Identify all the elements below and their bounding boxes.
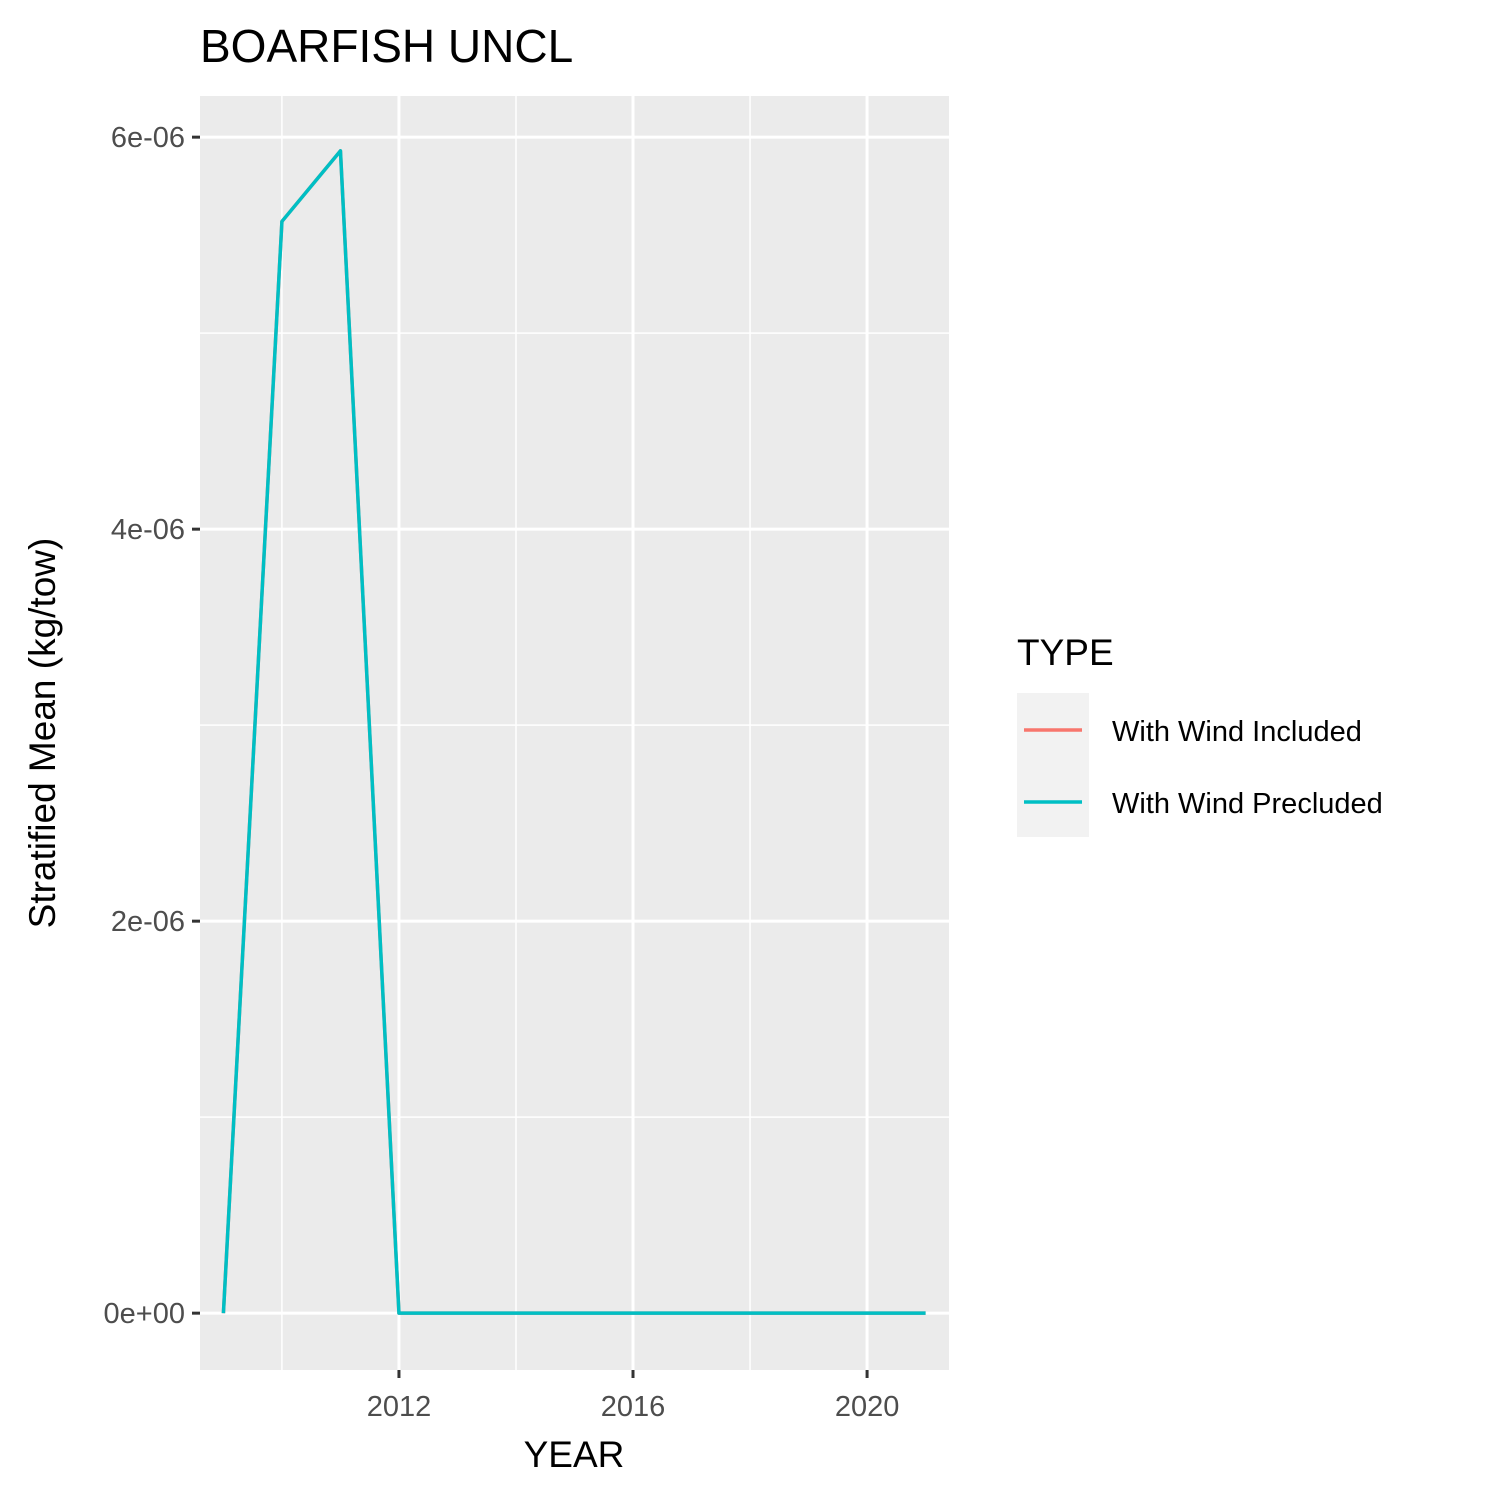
legend-title: TYPE	[1017, 632, 1114, 673]
series-line	[221, 149, 926, 1315]
series-lines	[221, 149, 926, 1315]
legend: TYPE With Wind Included With Wind Preclud…	[1017, 632, 1383, 837]
x-axis: 2012 2016 2020	[367, 1370, 900, 1423]
legend-label: With Wind Precluded	[1112, 788, 1383, 820]
y-tick-label: 4e-06	[111, 514, 185, 546]
y-axis-title: Stratified Mean (kg/tow)	[22, 538, 63, 929]
x-tick-label: 2020	[835, 1391, 900, 1423]
y-tick-label: 0e+00	[104, 1298, 185, 1330]
chart-title: BOARFISH UNCL	[200, 20, 573, 72]
y-tick-label: 2e-06	[111, 906, 185, 938]
y-axis: 0e+00 2e-06 4e-06 6e-06	[104, 122, 200, 1330]
legend-label: With Wind Included	[1112, 716, 1362, 748]
plot-panel	[200, 96, 949, 1370]
x-tick-label: 2016	[601, 1391, 666, 1423]
x-axis-title: YEAR	[524, 1434, 625, 1475]
y-tick-label: 6e-06	[111, 122, 185, 154]
legend-key-background	[1017, 693, 1089, 837]
minor-grid	[200, 96, 949, 1370]
legend-entries: With Wind Included With Wind Precluded	[1024, 716, 1383, 820]
x-tick-label: 2012	[367, 1391, 432, 1423]
